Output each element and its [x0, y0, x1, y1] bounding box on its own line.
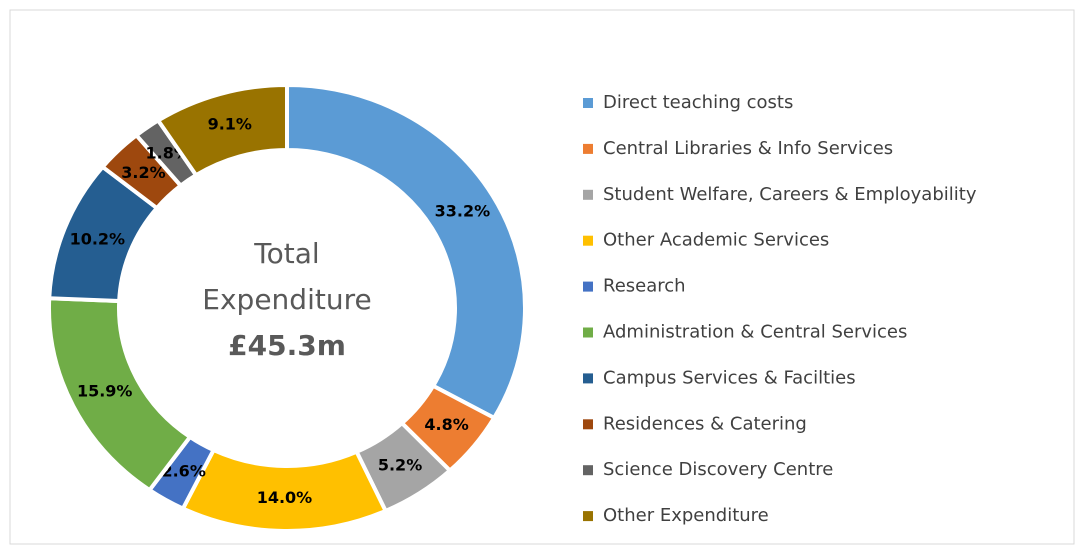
legend-label: Direct teaching costs: [603, 92, 793, 113]
legend-swatch: [583, 281, 593, 292]
legend-swatch: [583, 327, 593, 338]
center-text: £45.3m: [228, 329, 346, 362]
data-label: 10.2%: [70, 230, 126, 249]
legend-label: Other Expenditure: [603, 505, 769, 526]
legend-swatch: [583, 373, 593, 384]
legend-label: Administration & Central Services: [603, 322, 907, 343]
legend-label: Central Libraries & Info Services: [603, 138, 893, 159]
donut-slice: [285, 82, 527, 421]
data-label: 3.2%: [121, 163, 165, 182]
center-text: Total: [253, 237, 319, 270]
legend-label: Science Discovery Centre: [603, 459, 833, 480]
legend-label: Student Welfare, Careers & Employability: [603, 184, 977, 205]
legend-swatch: [583, 235, 593, 246]
legend-label: Research: [603, 276, 686, 297]
legend-swatch: [583, 189, 593, 200]
data-label: 9.1%: [208, 115, 252, 134]
data-label: 15.9%: [77, 381, 133, 400]
data-label: 5.2%: [378, 456, 422, 475]
legend-swatch: [583, 419, 593, 430]
legend-swatch: [583, 465, 593, 476]
legend-label: Other Academic Services: [603, 230, 829, 251]
center-text: Expenditure: [202, 283, 371, 316]
data-label: 2.6%: [161, 461, 205, 480]
legend-swatch: [583, 511, 593, 522]
legend-swatch: [583, 143, 593, 154]
donut-slice: [155, 82, 289, 178]
legend-swatch: [583, 98, 593, 108]
data-label: 4.8%: [424, 415, 468, 434]
data-label: 33.2%: [435, 202, 491, 221]
legend-label: Campus Services & Facilties: [603, 367, 856, 388]
data-label: 14.0%: [257, 488, 313, 507]
legend-label: Residences & Catering: [603, 413, 807, 434]
